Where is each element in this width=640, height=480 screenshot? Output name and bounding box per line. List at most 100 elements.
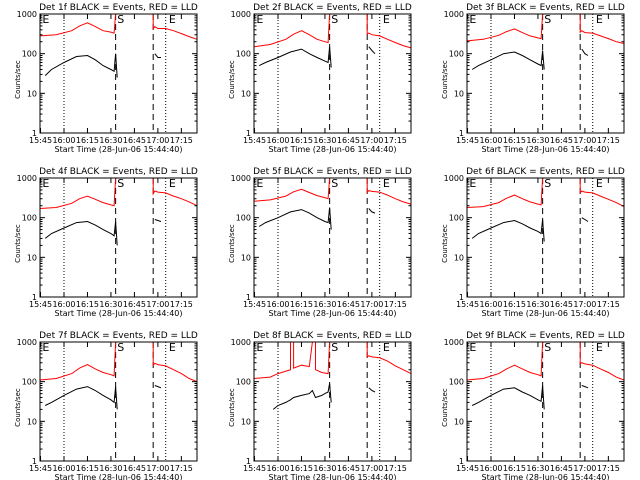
x-tick-label: 16:00 <box>479 300 502 309</box>
marker-label-e: E <box>469 341 476 354</box>
x-tick-label: 16:00 <box>266 300 289 309</box>
y-axis-label: Counts/sec <box>14 60 22 99</box>
marker-label-e: E <box>256 341 263 354</box>
x-tick-label: 17:00 <box>146 300 169 309</box>
y-tick-label: 1000 <box>231 10 251 19</box>
plot-frame <box>466 13 625 134</box>
y-tick-label: 100 <box>22 378 37 387</box>
y-tick-label: 10 <box>454 417 464 426</box>
x-tick-label: 17:15 <box>170 136 193 145</box>
y-tick-label: 1 <box>459 293 464 302</box>
x-tick-label: 16:30 <box>313 464 336 473</box>
plot-frame <box>39 341 198 462</box>
marker-label-s: S <box>117 13 124 26</box>
x-tick-label: 16:30 <box>313 136 336 145</box>
y-tick-label: 100 <box>236 214 251 223</box>
y-tick-label: 100 <box>449 50 464 59</box>
y-axis-label: Counts/sec <box>228 60 236 99</box>
x-tick-label: 16:45 <box>550 300 573 309</box>
x-tick-label: 16:30 <box>99 136 122 145</box>
panel-title: Det 1f BLACK = Events, RED = LLD <box>39 3 198 13</box>
marker-label-e: E <box>42 177 49 190</box>
x-tick-label: 15:45 <box>456 300 479 309</box>
plot-frame <box>39 177 198 298</box>
x-axis-label: Start Time (28-Jun-06 15:44:40) <box>55 309 183 318</box>
marker-label-e: E <box>469 177 476 190</box>
y-tick-label: 1000 <box>231 174 251 183</box>
marker-label-e: E <box>256 177 263 190</box>
x-tick-label: 16:30 <box>99 464 122 473</box>
events-series-line <box>471 48 589 70</box>
y-tick-label: 1000 <box>444 338 464 347</box>
y-tick-label: 1 <box>32 129 37 138</box>
marker-label-s: S <box>544 13 551 26</box>
panel-title: Det 8f BLACK = Events, RED = LLD <box>253 331 412 341</box>
y-tick-label: 1 <box>32 457 37 466</box>
x-tick-label: 17:15 <box>170 464 193 473</box>
x-axis-label: Start Time (28-Jun-06 15:44:40) <box>55 145 183 154</box>
y-tick-label: 100 <box>22 214 37 223</box>
y-axis-label: Counts/sec <box>14 388 22 427</box>
marker-label-s: S <box>544 177 551 190</box>
x-tick-label: 16:45 <box>123 300 146 309</box>
marker-label-e: E <box>383 341 390 354</box>
x-tick-label: 17:15 <box>384 300 407 309</box>
y-tick-label: 100 <box>449 214 464 223</box>
marker-label-e: E <box>169 341 176 354</box>
x-tick-label: 16:15 <box>290 300 313 309</box>
x-axis-label: Start Time (28-Jun-06 15:44:40) <box>482 145 610 154</box>
panel-title: Det 7f BLACK = Events, RED = LLD <box>39 331 198 341</box>
y-tick-label: 1 <box>246 457 251 466</box>
x-tick-label: 17:00 <box>146 464 169 473</box>
y-axis-label: Counts/sec <box>228 224 236 263</box>
x-tick-label: 15:45 <box>29 136 52 145</box>
plot-frame <box>39 13 198 134</box>
y-tick-label: 1 <box>459 457 464 466</box>
y-tick-label: 1000 <box>444 174 464 183</box>
x-tick-label: 16:30 <box>526 300 549 309</box>
y-tick-label: 1000 <box>444 10 464 19</box>
events-series-line <box>272 383 376 410</box>
y-tick-label: 1000 <box>17 174 37 183</box>
x-tick-label: 16:15 <box>503 136 526 145</box>
marker-label-e: E <box>596 177 603 190</box>
x-axis-label: Start Time (28-Jun-06 15:44:40) <box>482 309 610 318</box>
y-tick-label: 100 <box>236 378 251 387</box>
x-tick-label: 16:45 <box>337 300 360 309</box>
x-tick-label: 17:15 <box>384 464 407 473</box>
marker-label-e: E <box>169 177 176 190</box>
events-series-line <box>471 217 589 242</box>
x-tick-label: 16:15 <box>290 464 313 473</box>
y-tick-label: 100 <box>449 378 464 387</box>
x-tick-label: 17:00 <box>360 464 383 473</box>
marker-label-s: S <box>117 177 124 190</box>
y-tick-label: 1000 <box>17 338 37 347</box>
x-tick-label: 15:45 <box>243 300 266 309</box>
x-tick-label: 16:30 <box>313 300 336 309</box>
y-tick-label: 10 <box>241 253 251 262</box>
y-tick-label: 10 <box>454 89 464 98</box>
x-tick-label: 16:30 <box>526 464 549 473</box>
y-tick-label: 10 <box>241 417 251 426</box>
x-axis-label: Start Time (28-Jun-06 15:44:40) <box>55 473 183 480</box>
y-tick-label: 100 <box>236 50 251 59</box>
x-axis-label: Start Time (28-Jun-06 15:44:40) <box>482 473 610 480</box>
x-tick-label: 17:00 <box>360 300 383 309</box>
events-series-line <box>258 207 376 230</box>
x-tick-label: 16:00 <box>266 464 289 473</box>
y-tick-label: 1 <box>459 129 464 138</box>
x-tick-label: 16:15 <box>290 136 313 145</box>
events-series-line <box>471 385 589 410</box>
x-tick-label: 16:45 <box>550 464 573 473</box>
events-series-line <box>44 53 161 78</box>
y-tick-label: 10 <box>27 89 37 98</box>
y-tick-label: 1 <box>246 293 251 302</box>
y-tick-label: 1000 <box>17 10 37 19</box>
y-tick-label: 10 <box>27 417 37 426</box>
x-tick-label: 17:15 <box>597 136 620 145</box>
x-tick-label: 15:45 <box>29 464 52 473</box>
